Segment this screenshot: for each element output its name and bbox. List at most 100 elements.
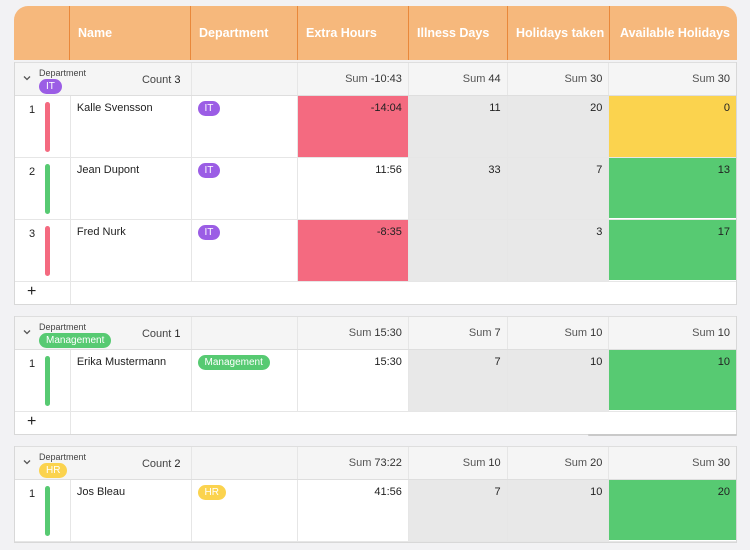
holidays-taken-cell[interactable]: 3 bbox=[507, 220, 610, 281]
table-row[interactable]: 1 Kalle Svensson IT -14:04 11 20 0 bbox=[15, 96, 736, 158]
department-tag: HR bbox=[197, 485, 226, 500]
row-number: 3 bbox=[29, 228, 36, 240]
table-row[interactable]: 3 Fred Nurk IT -8:35 3 17 bbox=[15, 220, 736, 282]
row-number-cell: 1 bbox=[15, 350, 71, 411]
group-count: Count 1 bbox=[141, 328, 181, 340]
chevron-down-icon[interactable] bbox=[22, 327, 32, 337]
table-header: Name Department Extra Hours Illness Days… bbox=[14, 6, 737, 60]
group-tag: IT bbox=[39, 79, 62, 94]
table-row[interactable]: 1 Erika Mustermann Management 15:30 7 10 10 bbox=[15, 350, 736, 412]
extra-hours-cell[interactable]: 41:56 bbox=[298, 480, 409, 541]
illness-days-cell[interactable]: 7 bbox=[408, 480, 508, 541]
group-sum-available: Sum 30 bbox=[692, 73, 730, 85]
group-section: Department IT Count 3 Sum -10:43 Sum 44 Sum 30 Su… bbox=[14, 62, 737, 305]
add-row-button[interactable]: + bbox=[27, 283, 37, 300]
available-holidays-cell[interactable]: 17 bbox=[609, 220, 736, 281]
department-tag: Management bbox=[197, 355, 270, 370]
department-cell[interactable]: IT bbox=[192, 96, 299, 157]
department-tag: IT bbox=[197, 163, 221, 178]
name-cell[interactable]: Jos Bleau bbox=[71, 480, 192, 541]
add-row[interactable]: + bbox=[15, 412, 736, 434]
add-row-cell: + bbox=[15, 282, 71, 304]
available-holidays-cell[interactable]: 10 bbox=[609, 350, 736, 411]
group-sum-illness: Sum 44 bbox=[409, 63, 508, 95]
group-sum-taken: Sum 20 bbox=[508, 447, 610, 479]
row-number: 2 bbox=[29, 166, 36, 178]
name-cell[interactable]: Jean Dupont bbox=[71, 158, 192, 219]
chevron-down-icon[interactable] bbox=[22, 73, 32, 83]
add-row-cell: + bbox=[15, 412, 71, 434]
illness-days-cell[interactable]: 11 bbox=[408, 96, 508, 157]
name-cell[interactable]: Fred Nurk bbox=[71, 220, 192, 281]
column-header-illness-days[interactable]: Illness Days bbox=[409, 6, 508, 60]
department-cell[interactable]: IT bbox=[192, 220, 299, 281]
group-sum-taken: Sum 30 bbox=[508, 63, 610, 95]
group-field-label: Department bbox=[39, 322, 87, 332]
group-sum-taken: Sum 10 bbox=[508, 317, 610, 349]
group-field-label: Department bbox=[39, 68, 87, 78]
add-row-empty bbox=[71, 412, 736, 434]
group-count: Count 3 bbox=[141, 74, 181, 86]
department-cell[interactable]: IT bbox=[192, 158, 299, 219]
group-info[interactable]: Department HR Count 2 bbox=[15, 447, 192, 479]
group-sum-extra: Sum 73:22 bbox=[298, 447, 409, 479]
add-row-button[interactable]: + bbox=[27, 413, 37, 430]
name-cell[interactable]: Erika Mustermann bbox=[71, 350, 192, 411]
group-tag: HR bbox=[39, 463, 68, 478]
table-row[interactable]: 2 Jean Dupont IT 11:56 33 7 13 bbox=[15, 158, 736, 220]
group-sum-extra: Sum -10:43 bbox=[298, 63, 409, 95]
row-number-cell: 2 bbox=[15, 158, 71, 219]
extra-hours-cell[interactable]: -14:04 bbox=[298, 96, 409, 157]
illness-days-cell[interactable] bbox=[408, 220, 508, 281]
illness-days-cell[interactable]: 7 bbox=[408, 350, 508, 411]
row-number: 1 bbox=[29, 104, 36, 116]
group-tag: Management bbox=[39, 333, 112, 348]
available-holidays-cell[interactable]: 13 bbox=[609, 158, 736, 219]
status-bar bbox=[45, 102, 50, 152]
table-row[interactable]: 1 Jos Bleau HR 41:56 7 10 20 bbox=[15, 480, 736, 542]
row-number-cell: 1 bbox=[15, 96, 71, 157]
add-row[interactable]: + bbox=[15, 282, 736, 304]
horizontal-scrollbar[interactable] bbox=[588, 434, 737, 436]
extra-hours-cell[interactable]: 15:30 bbox=[298, 350, 409, 411]
status-bar bbox=[45, 486, 50, 536]
group-sum-available: Sum 10 bbox=[692, 327, 730, 339]
header-row-number bbox=[14, 6, 70, 60]
group-info[interactable]: Department IT Count 3 bbox=[15, 63, 192, 95]
group-info[interactable]: Department Management Count 1 bbox=[15, 317, 192, 349]
column-header-holidays-taken[interactable]: Holidays taken bbox=[508, 6, 610, 60]
add-row-empty bbox=[71, 282, 736, 304]
holidays-taken-cell[interactable]: 10 bbox=[507, 350, 610, 411]
group-sum-illness: Sum 7 bbox=[409, 317, 508, 349]
available-holidays-cell[interactable]: 20 bbox=[609, 480, 736, 541]
extra-hours-cell[interactable]: -8:35 bbox=[298, 220, 409, 281]
group-section: Department Management Count 1 Sum 15:30 Sum 7 S… bbox=[14, 316, 737, 435]
column-header-extra-hours[interactable]: Extra Hours bbox=[298, 6, 409, 60]
chevron-down-icon[interactable] bbox=[22, 457, 32, 467]
group-field-label: Department bbox=[39, 452, 87, 462]
column-header-department[interactable]: Department bbox=[191, 6, 298, 60]
group-sum-illness: Sum 10 bbox=[409, 447, 508, 479]
name-cell[interactable]: Kalle Svensson bbox=[71, 96, 192, 157]
available-holidays-cell[interactable]: 0 bbox=[609, 96, 736, 157]
group-header-row: Department Management Count 1 Sum 15:30 Sum 7 S… bbox=[15, 316, 736, 350]
row-number-cell: 1 bbox=[15, 480, 71, 541]
holidays-taken-cell[interactable]: 20 bbox=[507, 96, 610, 157]
column-header-name[interactable]: Name bbox=[70, 6, 191, 60]
group-count: Count 2 bbox=[141, 458, 181, 470]
department-cell[interactable]: Management bbox=[192, 350, 299, 411]
row-number-cell: 3 bbox=[15, 220, 71, 281]
department-tag: IT bbox=[197, 101, 221, 116]
holidays-taken-cell[interactable]: 10 bbox=[507, 480, 610, 541]
status-bar bbox=[45, 164, 50, 214]
extra-hours-cell[interactable]: 11:56 bbox=[298, 158, 409, 219]
group-dept-empty bbox=[192, 447, 299, 479]
group-section: Department HR Count 2 Sum 73:22 Sum 10 Sum 20 Sum… bbox=[14, 446, 737, 543]
department-cell[interactable]: HR bbox=[192, 480, 299, 541]
group-header-row: Department HR Count 2 Sum 73:22 Sum 10 Sum 20 Sum… bbox=[15, 446, 736, 480]
column-header-available-holidays[interactable]: Available Holidays bbox=[620, 26, 730, 40]
illness-days-cell[interactable]: 33 bbox=[408, 158, 508, 219]
status-bar bbox=[45, 226, 50, 276]
group-dept-empty bbox=[192, 317, 299, 349]
holidays-taken-cell[interactable]: 7 bbox=[507, 158, 610, 219]
